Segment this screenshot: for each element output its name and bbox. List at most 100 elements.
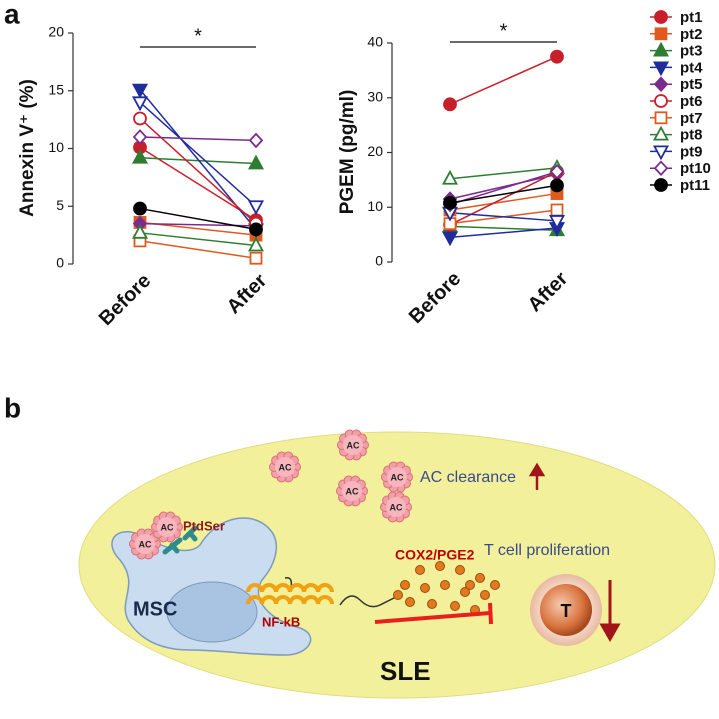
pge2-dot: [420, 583, 430, 593]
pge2-dot: [450, 601, 460, 611]
marker: [249, 222, 263, 237]
y-axis-label: Annexin V⁺ (%): [17, 79, 38, 217]
marker: [131, 96, 149, 112]
series-line: [139, 146, 257, 221]
series-line: [139, 207, 257, 231]
series-line: [139, 101, 257, 207]
legend-label: pt7: [680, 110, 703, 127]
ac-label: AC: [161, 522, 174, 532]
series-line: [449, 170, 558, 226]
down-arrow: [599, 580, 621, 643]
apoptotic-cells: AC AC AC AC AC AC AC: [129, 429, 413, 560]
pge2-dot: [475, 573, 485, 583]
marker: [249, 251, 263, 265]
pge2-dot: [405, 597, 415, 607]
pge2-dot: [460, 587, 470, 597]
marker: [550, 178, 564, 193]
marker: [441, 169, 459, 185]
cox2-label: COX2/PGE2: [395, 547, 475, 563]
legend-marker: [653, 160, 669, 177]
ac-body: [135, 534, 155, 554]
marker: [247, 154, 265, 170]
ac-body: [275, 457, 295, 477]
significance: *: [194, 25, 202, 47]
series-line: [449, 56, 558, 106]
ac-label: AC: [347, 440, 360, 450]
ac-body: [342, 481, 362, 501]
legend-marker: [654, 111, 668, 125]
y-tick-label: 10: [48, 139, 64, 155]
pge2-dot: [435, 561, 445, 571]
series-line: [449, 192, 558, 211]
series-line: [449, 227, 558, 239]
pge2-dot: [490, 580, 500, 590]
marker: [133, 111, 147, 126]
t-cell: [540, 584, 592, 636]
ac-body: [343, 435, 363, 455]
marker: [133, 201, 147, 216]
y-tick-label: 20: [367, 143, 383, 159]
legend-label: pt9: [680, 143, 703, 160]
panel-label: a: [4, 0, 20, 29]
ac-label: AC: [346, 486, 359, 496]
series-line: [449, 167, 558, 180]
msc-label: MSC: [133, 598, 177, 620]
pge2-dot: [400, 580, 410, 590]
legend-marker: [652, 41, 670, 57]
x-tick-label: After: [223, 270, 272, 319]
legend-marker: [654, 10, 668, 24]
legend-marker: [654, 178, 668, 192]
series-line: [139, 240, 257, 259]
marker: [550, 49, 564, 64]
legend-label: pt6: [680, 93, 703, 110]
y-axis-label: PGEM (pg/ml): [337, 90, 358, 215]
series-line: [449, 211, 558, 222]
ac-clearance: AC clearance: [420, 469, 516, 486]
nucleus: [166, 581, 258, 643]
y-tick-label: 0: [56, 255, 64, 271]
marker: [548, 215, 566, 230]
legend-marker: [654, 27, 668, 41]
y-tick-label: 40: [367, 34, 383, 50]
marker: [549, 163, 565, 180]
t-cell-label: T cell proliferation: [484, 542, 610, 559]
marker: [131, 83, 149, 99]
inhibition: [374, 611, 491, 624]
y-tick-label: 5: [56, 197, 64, 213]
receptor: [162, 525, 198, 555]
marker: [443, 195, 457, 210]
ptdser: PtdSer: [183, 518, 225, 533]
pge2-dot: [440, 580, 450, 590]
marker: [131, 148, 149, 164]
nf-kb-arc: [316, 583, 334, 593]
legend-marker: [652, 61, 670, 77]
series-line: [449, 170, 558, 206]
sle-label: SLE: [380, 656, 431, 686]
legend-label: pt1: [680, 9, 703, 26]
pge2-dot: [393, 590, 403, 600]
inhibition: [488, 602, 493, 625]
marker: [550, 203, 564, 217]
marker: [248, 132, 264, 149]
legend-label: pt2: [680, 26, 703, 43]
t-label: T: [561, 601, 572, 621]
marker: [247, 236, 265, 252]
series-line: [139, 117, 257, 225]
signal: [339, 594, 401, 608]
legend-marker: [652, 125, 670, 141]
ac-label: AC: [390, 502, 403, 512]
ac-label: AC: [391, 472, 404, 482]
pge2-dot: [465, 580, 475, 590]
significance: *: [500, 20, 508, 42]
legend-label: pt3: [680, 43, 703, 60]
y-tick-label: 0: [375, 253, 383, 269]
series-line: [449, 173, 558, 200]
panel-label: b: [4, 392, 21, 423]
pge2-dot: [415, 565, 425, 575]
marker: [441, 231, 459, 247]
up-arrow: [528, 462, 546, 490]
nf-kb: [246, 583, 334, 605]
x-tick-label: Before: [95, 270, 155, 330]
series-line: [449, 184, 558, 204]
